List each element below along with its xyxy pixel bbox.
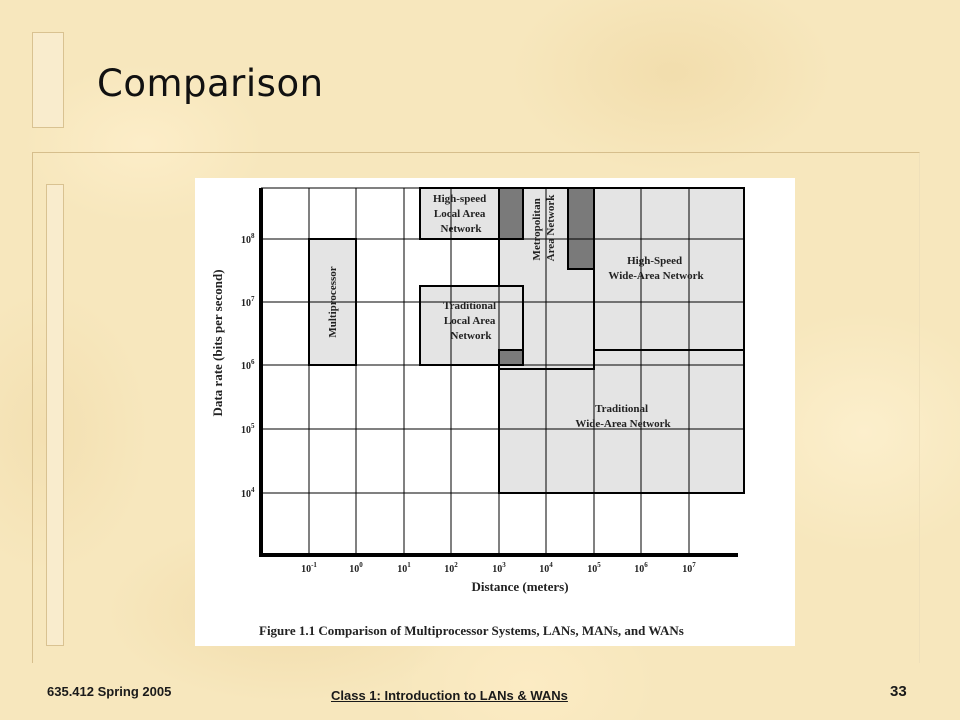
y-tick-1e5: 105 — [241, 422, 255, 436]
x-tick-1e0: 100 — [349, 561, 363, 575]
network-comparison-diagram: High-speed Local Area Network Metropolit… — [210, 187, 745, 638]
x-tick-1e4: 104 — [539, 561, 553, 575]
y-tick-1e8: 108 — [241, 232, 255, 246]
hs-lan-label: High-speed Local Area Network — [433, 193, 489, 235]
overlap-man-wan — [567, 187, 595, 270]
x-axis-title: Distance (meters) — [471, 579, 568, 594]
region-fills — [308, 187, 745, 494]
x-tick-1e5: 105 — [587, 561, 601, 575]
class-title-link[interactable]: Class 1: Introduction to LANs & WANs — [331, 688, 568, 703]
x-tick-1e1: 101 — [397, 561, 411, 575]
x-tick-labels: 10-1 100 101 102 103 104 105 106 107 — [301, 561, 696, 575]
overlap-lan-man-low — [498, 349, 524, 366]
svg-text:Multiprocessor: Multiprocessor — [327, 266, 339, 337]
grid-lines — [261, 187, 744, 555]
multiprocessor-label: Multiprocessor — [327, 266, 339, 337]
y-tick-1e6: 106 — [241, 358, 255, 372]
y-tick-1e7: 107 — [241, 295, 255, 309]
svg-text:Metropolitan Area Netw: Metropolitan Area Network — [531, 194, 557, 262]
trad-wan-label: Traditional Wide-Area Network — [575, 403, 671, 430]
x-tick-1e2: 102 — [444, 561, 458, 575]
y-axis-title-group: Data rate (bits per second) — [210, 269, 225, 416]
man-label: Metropolitan Area Network — [531, 194, 557, 262]
x-tick-1e-1: 10-1 — [301, 561, 317, 575]
y-axis-title: Data rate (bits per second) — [210, 269, 225, 416]
region-trad-wan — [498, 349, 745, 494]
y-tick-1e4: 104 — [241, 486, 255, 500]
comparison-figure: High-speed Local Area Network Metropolit… — [195, 178, 795, 646]
x-tick-1e7: 107 — [682, 561, 696, 575]
content-accent-bar — [46, 184, 64, 646]
trad-lan-label: Traditional Local Area Network — [443, 300, 499, 342]
overlap-lan-man-high — [498, 187, 524, 240]
figure-caption: Figure 1.1 Comparison of Multiprocessor … — [259, 623, 684, 638]
course-label: 635.412 Spring 2005 — [47, 684, 172, 699]
page-number: 33 — [890, 683, 907, 700]
title-accent-bar — [32, 32, 64, 128]
x-tick-1e3: 103 — [492, 561, 506, 575]
x-tick-1e6: 106 — [634, 561, 648, 575]
hs-wan-label: High-Speed Wide-Area Network — [608, 255, 704, 282]
y-tick-labels: 108 107 106 105 104 — [241, 232, 255, 500]
slide-title: Comparison — [97, 62, 324, 105]
content-frame — [32, 152, 920, 663]
